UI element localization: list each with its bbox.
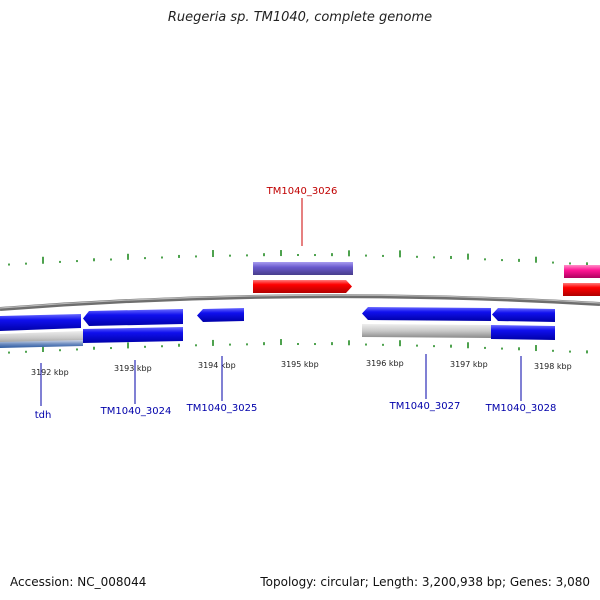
- gc-skew-ticks-lower: [8, 339, 588, 354]
- reverse-cds-tdh[interactable]: [0, 314, 81, 331]
- pink-feature[interactable]: [564, 265, 600, 278]
- gene-label-tdh[interactable]: tdh: [35, 410, 52, 421]
- ruler: 3192 kbp 3193 kbp 3194 kbp 3195 kbp 3196…: [31, 359, 572, 377]
- reverse-cds-tm1040-3024-lower[interactable]: [83, 327, 183, 343]
- steel-feature-left[interactable]: [0, 340, 83, 348]
- gene-label-tm1040-3026[interactable]: TM1040_3026: [266, 186, 338, 197]
- genome-backbone: [0, 294, 600, 311]
- tick-label: 3197 kbp: [450, 360, 488, 369]
- topology-text: Topology: circular; Length: 3,200,938 bp…: [260, 575, 590, 589]
- gene-leaders: [40, 198, 522, 406]
- map-title: Ruegeria sp. TM1040, complete genome: [167, 10, 433, 25]
- reverse-cds-tm1040-3028[interactable]: [492, 308, 555, 322]
- purple-feature[interactable]: [253, 262, 353, 275]
- tick-label: 3195 kbp: [281, 360, 319, 369]
- gene-label-tm1040-3024[interactable]: TM1040_3024: [100, 406, 172, 417]
- tick-label: 3194 kbp: [198, 361, 236, 370]
- gc-skew-ticks-upper: [8, 250, 588, 266]
- accession-text: Accession: NC_008044: [10, 575, 147, 589]
- gene-label-tm1040-3028[interactable]: TM1040_3028: [485, 403, 557, 414]
- tick-label: 3193 kbp: [114, 364, 152, 373]
- forward-cds-tm1040-3026[interactable]: [253, 280, 352, 293]
- reverse-cds-tm1040-3028-lower[interactable]: [491, 325, 555, 340]
- reverse-cds-tm1040-3027[interactable]: [362, 307, 491, 321]
- gene-label-tm1040-3025[interactable]: TM1040_3025: [186, 403, 258, 414]
- genome-backbone-highlight: [0, 294, 600, 309]
- reverse-cds-tm1040-3025[interactable]: [197, 308, 244, 322]
- reverse-cds-tm1040-3024[interactable]: [83, 309, 183, 326]
- gene-labels: TM1040_3026 tdh TM1040_3024 TM1040_3025 …: [35, 186, 557, 421]
- tick-label: 3192 kbp: [31, 368, 69, 377]
- tick-label: 3198 kbp: [534, 362, 572, 371]
- forward-cds-right-edge[interactable]: [563, 283, 600, 296]
- tick-label: 3196 kbp: [366, 359, 404, 368]
- gene-label-tm1040-3027[interactable]: TM1040_3027: [389, 401, 461, 412]
- gray-feature-right[interactable]: [362, 324, 491, 338]
